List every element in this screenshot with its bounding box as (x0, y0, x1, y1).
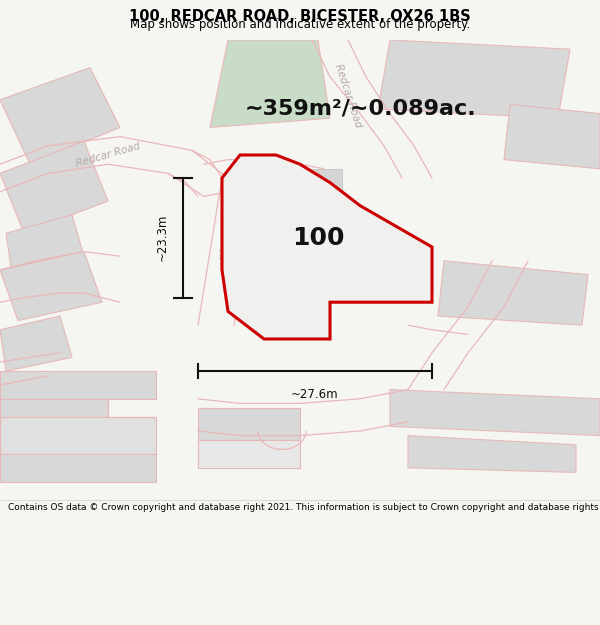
Polygon shape (390, 389, 600, 436)
Text: Contains OS data © Crown copyright and database right 2021. This information is : Contains OS data © Crown copyright and d… (8, 503, 600, 511)
Polygon shape (0, 316, 72, 371)
Text: Redcar Road: Redcar Road (333, 62, 363, 128)
Text: ~23.3m: ~23.3m (155, 214, 169, 261)
Polygon shape (240, 169, 342, 238)
Text: 100, REDCAR ROAD, BICESTER, OX26 1BS: 100, REDCAR ROAD, BICESTER, OX26 1BS (129, 9, 471, 24)
Polygon shape (0, 371, 156, 418)
Polygon shape (0, 141, 108, 233)
Polygon shape (0, 68, 120, 164)
Text: Redcar
Road: Redcar Road (216, 242, 240, 279)
Polygon shape (408, 436, 576, 472)
Text: 100: 100 (292, 226, 344, 250)
Polygon shape (504, 104, 600, 169)
Polygon shape (0, 418, 156, 454)
Polygon shape (0, 454, 156, 482)
Polygon shape (378, 40, 570, 118)
Polygon shape (210, 40, 330, 127)
Polygon shape (0, 252, 102, 321)
Polygon shape (198, 440, 300, 468)
Text: ~27.6m: ~27.6m (291, 388, 339, 401)
Text: ~359m²/~0.089ac.: ~359m²/~0.089ac. (244, 99, 476, 119)
Polygon shape (6, 215, 84, 274)
Text: Map shows position and indicative extent of the property.: Map shows position and indicative extent… (130, 18, 470, 31)
Text: Redcar Road: Redcar Road (74, 141, 142, 169)
Polygon shape (222, 155, 432, 339)
Polygon shape (198, 408, 300, 440)
Polygon shape (438, 261, 588, 325)
